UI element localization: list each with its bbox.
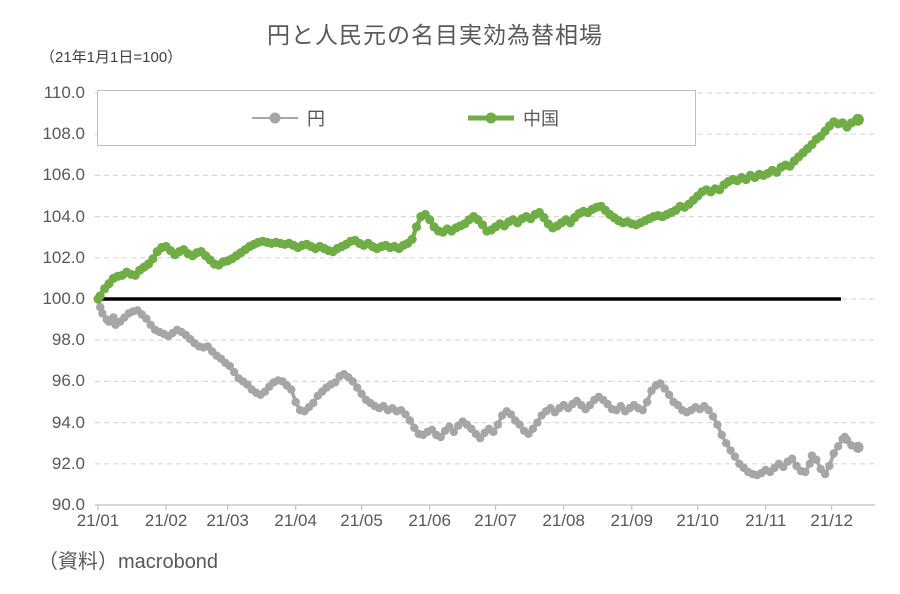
yen-series-marker-icon: [252, 112, 298, 125]
china-series-marker-icon: [468, 112, 514, 125]
x-axis: [95, 504, 875, 510]
legend-item-china: 中国: [468, 91, 559, 145]
chart-title: 円と人民元の名目実効為替相場: [267, 22, 603, 48]
gridlines: [95, 92, 875, 465]
series-china: [93, 113, 864, 304]
legend-label-yen: 円: [307, 109, 325, 129]
series-yen: [93, 294, 864, 480]
legend: 円 中国: [97, 90, 696, 146]
index-base-note: （21年1月1日=100）: [40, 49, 183, 66]
legend-label-china: 中国: [523, 109, 559, 129]
source-note: （資料）macrobond: [38, 551, 219, 573]
legend-item-yen: 円: [252, 91, 325, 145]
